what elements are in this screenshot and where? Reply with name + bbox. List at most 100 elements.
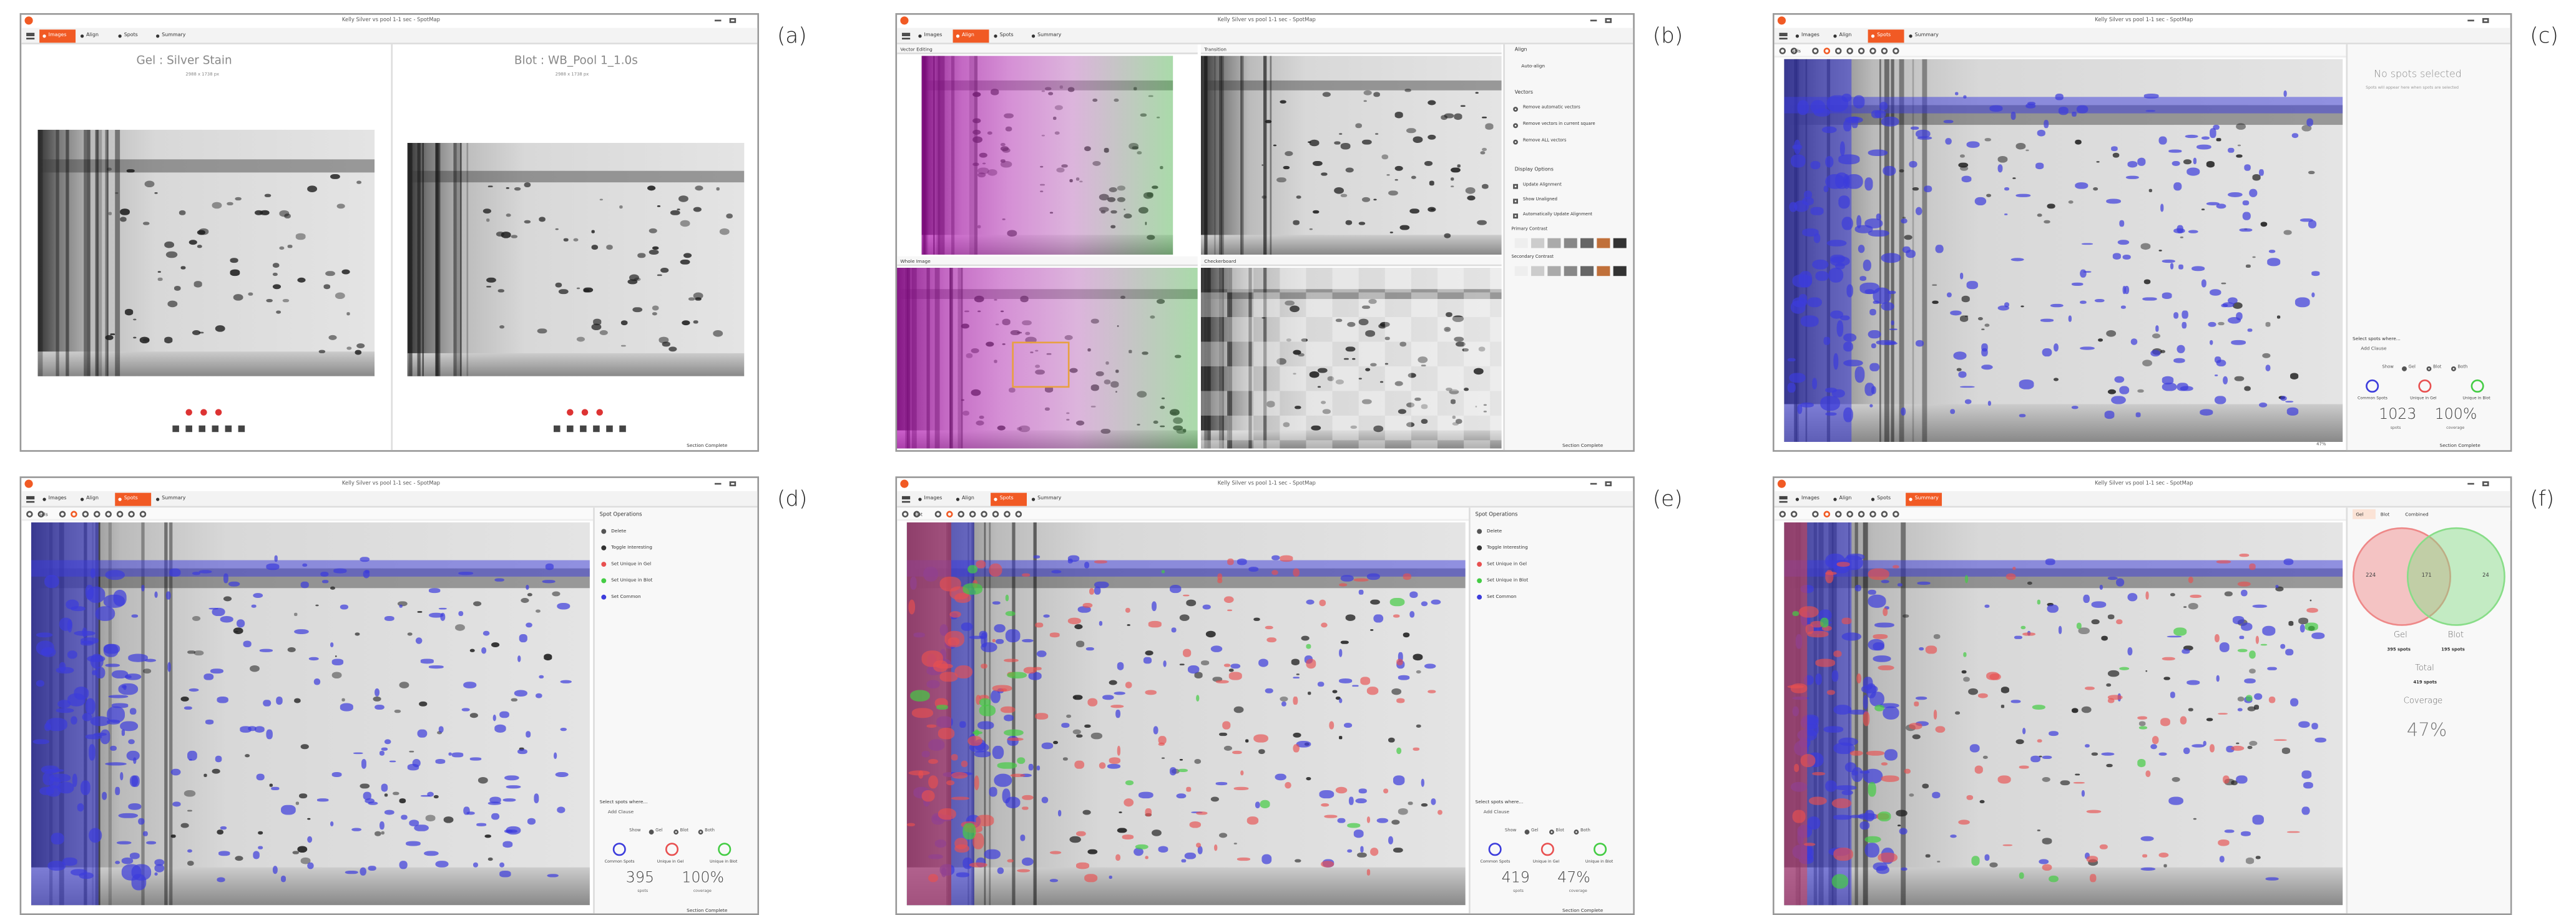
tool-icon[interactable] (1824, 511, 1831, 518)
action[interactable]: Remove vectors in current square (1523, 123, 1595, 127)
view-label[interactable]: Blot (2381, 512, 2390, 516)
menu-line[interactable] (902, 498, 910, 499)
tab[interactable]: Summary (1029, 29, 1065, 42)
swatch[interactable] (1515, 266, 1528, 276)
close-button[interactable] (744, 480, 752, 488)
view-label[interactable]: Gel (2356, 512, 2363, 516)
menu-line[interactable] (26, 498, 34, 499)
tool-icon[interactable] (1779, 511, 1786, 518)
tab[interactable]: Summary (1029, 493, 1065, 506)
operation[interactable]: Set Common (611, 595, 641, 599)
category-circle[interactable] (718, 843, 731, 856)
radio[interactable] (1549, 829, 1554, 834)
tool-icon[interactable] (105, 511, 112, 518)
tab-label[interactable]: Spots (1877, 34, 1891, 39)
tool-icon[interactable] (1846, 47, 1853, 54)
menu-line[interactable] (26, 496, 34, 497)
tab[interactable]: Images (915, 29, 951, 42)
menu-line[interactable] (902, 496, 910, 497)
swatch[interactable] (1531, 238, 1544, 248)
operation[interactable]: Delete (611, 529, 626, 534)
tool-icon[interactable] (59, 511, 66, 518)
maximize-button[interactable] (730, 17, 737, 22)
tool-icon[interactable] (26, 511, 33, 518)
radio[interactable] (649, 829, 654, 834)
menu-line[interactable] (26, 501, 34, 502)
maximize-button[interactable] (2482, 481, 2489, 486)
radio[interactable] (2426, 366, 2431, 371)
operation[interactable]: Set Unique in Blot (1487, 578, 1528, 582)
tab-label[interactable]: Align (86, 497, 99, 502)
tab-label[interactable]: Spots (1000, 497, 1014, 502)
tab[interactable]: Spots (115, 493, 151, 506)
tool-icon[interactable] (554, 426, 561, 433)
tool-icon[interactable] (935, 511, 942, 518)
tab-label[interactable]: Images (924, 497, 943, 502)
category-circle[interactable] (1594, 843, 1607, 856)
tool-icon[interactable] (117, 511, 124, 518)
tool-icon[interactable] (1779, 47, 1786, 54)
category-circle[interactable] (1489, 843, 1502, 856)
maximize-button[interactable] (730, 481, 737, 486)
tool-icon[interactable] (1893, 47, 1899, 54)
tool-icon[interactable] (1004, 511, 1011, 518)
tab-label[interactable]: Summary (1915, 34, 1939, 39)
tool-icon[interactable] (1016, 511, 1022, 518)
category-circle[interactable] (2366, 379, 2379, 393)
option[interactable]: Automatically Update Alignment (1523, 213, 1592, 218)
tab[interactable]: Align (1830, 493, 1866, 506)
tab[interactable]: Spots (1868, 29, 1904, 42)
action-icon[interactable] (1513, 140, 1518, 145)
tab[interactable]: Align (77, 493, 114, 506)
marker[interactable] (596, 409, 603, 416)
menu-line[interactable] (26, 38, 34, 39)
operation[interactable]: Set Unique in Gel (611, 562, 651, 566)
tab[interactable]: Images (39, 29, 76, 42)
marker[interactable] (567, 409, 574, 416)
tool-icon[interactable] (567, 426, 574, 433)
tool-icon[interactable] (1812, 511, 1819, 518)
filter-option[interactable]: Both (1580, 829, 1590, 834)
option-icon[interactable] (1513, 184, 1518, 189)
add-clause[interactable]: Add Clause (2361, 346, 2386, 351)
view-toggle[interactable]: Blot (2378, 509, 2401, 519)
tool-icon[interactable] (198, 426, 205, 433)
radio[interactable] (673, 829, 678, 834)
category-circle[interactable] (613, 843, 626, 856)
tool-icon[interactable] (128, 511, 135, 518)
tab-label[interactable]: Images (1801, 34, 1819, 39)
swatch[interactable] (1515, 238, 1528, 248)
maximize-button[interactable] (2482, 17, 2489, 22)
tool-icon[interactable] (1869, 511, 1876, 518)
tab-label[interactable]: Summary (1037, 497, 1061, 502)
swatch[interactable] (1564, 238, 1577, 248)
tool-icon[interactable] (902, 511, 909, 518)
tool-icon[interactable] (1893, 511, 1899, 518)
operation[interactable]: Set Unique in Blot (611, 578, 652, 582)
tool-icon[interactable] (94, 511, 100, 518)
tool-icon[interactable] (992, 511, 999, 518)
menu-line[interactable] (1779, 498, 1787, 499)
tool-icon[interactable] (1791, 511, 1798, 518)
radio[interactable] (2402, 366, 2407, 371)
menu-line[interactable] (26, 32, 34, 33)
tool-icon[interactable] (606, 426, 613, 433)
tab-label[interactable]: Align (962, 34, 974, 39)
operation[interactable]: Toggle Interesting (1487, 546, 1528, 550)
tab-label[interactable]: Summary (1915, 497, 1939, 502)
add-clause[interactable]: Add Clause (1484, 810, 1509, 815)
tool-icon[interactable] (185, 426, 192, 433)
maximize-button[interactable] (1605, 17, 1612, 22)
tool-icon[interactable] (238, 426, 245, 433)
operation-icon[interactable] (1477, 578, 1482, 583)
swatch[interactable] (1531, 266, 1544, 276)
swatch[interactable] (1580, 238, 1594, 248)
tab[interactable]: Summary (1906, 29, 1942, 42)
menu-line[interactable] (902, 501, 910, 502)
tab[interactable]: Spots (991, 493, 1027, 506)
tool-icon[interactable] (580, 426, 587, 433)
close-button[interactable] (2497, 480, 2505, 488)
tool-icon[interactable] (969, 511, 976, 518)
add-clause[interactable]: Add Clause (608, 810, 634, 815)
filter-option[interactable]: Gel (655, 829, 662, 834)
